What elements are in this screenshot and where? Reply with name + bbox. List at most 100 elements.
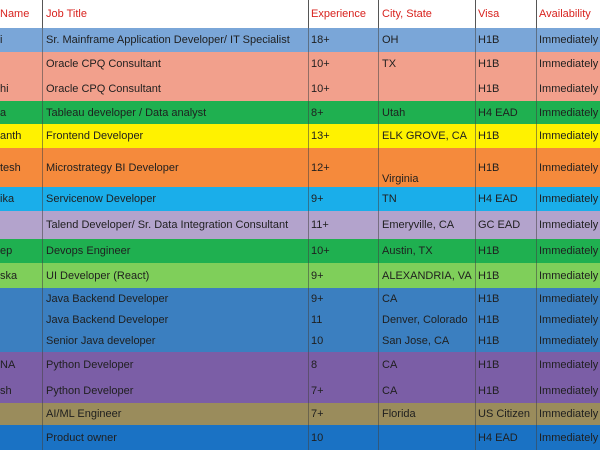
cell-visa[interactable]: H1B: [478, 269, 500, 282]
cell-name[interactable]: i: [0, 34, 3, 46]
cell-city-state[interactable]: TX: [382, 58, 397, 70]
cell-experience[interactable]: 11+: [311, 219, 329, 231]
cell-name[interactable]: ska: [0, 269, 18, 282]
cell-availability[interactable]: Immediately: [539, 431, 599, 444]
cell-city-state[interactable]: Utah: [382, 106, 406, 119]
cell-city-state[interactable]: San Jose, CA: [382, 335, 450, 347]
cell-experience[interactable]: 7+: [311, 408, 324, 420]
cell-name[interactable]: [0, 288, 42, 309]
header-job-title[interactable]: Job Title: [42, 0, 308, 28]
cell-job-title[interactable]: Servicenow Developer: [46, 193, 157, 205]
cell-availability[interactable]: Immediately: [539, 106, 599, 119]
cell-job-title[interactable]: Python Developer: [46, 359, 134, 371]
cell-city-state[interactable]: Florida: [382, 408, 416, 420]
cell-experience[interactable]: 9+: [311, 269, 324, 282]
cell-city-state[interactable]: [378, 425, 475, 450]
cell-name[interactable]: [0, 52, 42, 76]
header-experience[interactable]: Experience: [308, 0, 378, 28]
cell-city-state[interactable]: Virginia: [382, 173, 419, 185]
cell-city-state[interactable]: Austin, TX: [382, 245, 433, 257]
cell-visa[interactable]: H4 EAD: [478, 431, 518, 444]
cell-name[interactable]: [0, 211, 42, 239]
cell-city-state[interactable]: ELK GROVE, CA: [382, 130, 467, 142]
cell-name[interactable]: [0, 309, 42, 330]
cell-visa[interactable]: US Citizen: [478, 408, 530, 420]
cell-availability[interactable]: Immediately: [539, 219, 599, 231]
cell-job-title[interactable]: Senior Java developer: [46, 335, 156, 347]
cell-availability[interactable]: Immediately: [539, 193, 599, 205]
cell-job-title[interactable]: Python Developer: [46, 384, 134, 397]
cell-visa[interactable]: H1B: [478, 292, 500, 305]
cell-name[interactable]: hi: [0, 82, 9, 95]
cell-name[interactable]: [0, 403, 42, 425]
cell-experience[interactable]: 7+: [311, 384, 324, 397]
cell-experience[interactable]: 18+: [311, 34, 330, 46]
header-visa[interactable]: Visa: [475, 0, 536, 28]
cell-experience[interactable]: 8+: [311, 106, 324, 119]
header-name[interactable]: Name: [0, 0, 42, 28]
cell-city-state[interactable]: CA: [382, 384, 398, 397]
cell-experience[interactable]: 10+: [311, 58, 330, 70]
cell-city-state[interactable]: Denver, Colorado: [382, 313, 468, 326]
cell-availability[interactable]: Immediately: [539, 359, 599, 371]
cell-experience[interactable]: 9+: [311, 292, 324, 305]
cell-job-title[interactable]: Java Backend Developer: [46, 313, 169, 326]
cell-job-title[interactable]: Oracle CPQ Consultant: [46, 82, 161, 95]
cell-job-title[interactable]: Product owner: [46, 431, 117, 444]
cell-job-title[interactable]: Sr. Mainframe Application Developer/ IT …: [46, 34, 290, 46]
cell-availability[interactable]: Immediately: [539, 335, 599, 347]
cell-experience[interactable]: 10+: [311, 82, 330, 95]
cell-availability[interactable]: Immediately: [539, 34, 599, 46]
cell-job-title[interactable]: Devops Engineer: [46, 245, 131, 257]
cell-experience[interactable]: 9+: [311, 193, 324, 205]
cell-availability[interactable]: Immediately: [539, 269, 599, 282]
cell-visa[interactable]: GC EAD: [478, 219, 521, 231]
cell-availability[interactable]: Immediately: [539, 130, 599, 142]
cell-experience[interactable]: 12+: [311, 161, 330, 174]
cell-job-title[interactable]: UI Developer (React): [46, 269, 150, 282]
cell-availability[interactable]: Immediately: [539, 245, 599, 257]
cell-name[interactable]: ika: [0, 193, 15, 205]
cell-availability[interactable]: Immediately: [539, 313, 599, 326]
cell-name[interactable]: sh: [0, 384, 12, 397]
cell-availability[interactable]: Immediately: [539, 292, 599, 305]
cell-name[interactable]: a: [0, 106, 7, 119]
cell-visa[interactable]: H1B: [478, 161, 500, 174]
header-availability[interactable]: Availability: [536, 0, 600, 28]
cell-city-state[interactable]: TN: [382, 193, 397, 205]
cell-job-title[interactable]: Frontend Developer: [46, 130, 144, 142]
cell-availability[interactable]: Immediately: [539, 161, 599, 174]
cell-visa[interactable]: H1B: [478, 245, 500, 257]
cell-experience[interactable]: 10: [311, 335, 324, 347]
cell-availability[interactable]: Immediately: [539, 384, 599, 397]
cell-city-state[interactable]: Emeryville, CA: [382, 219, 455, 231]
cell-availability[interactable]: Immediately: [539, 82, 599, 95]
cell-city-state[interactable]: ALEXANDRIA, VA: [382, 269, 472, 282]
cell-visa[interactable]: H1B: [478, 335, 500, 347]
cell-visa[interactable]: H1B: [478, 82, 500, 95]
cell-visa[interactable]: H1B: [478, 130, 500, 142]
cell-name[interactable]: tesh: [0, 161, 21, 174]
cell-name[interactable]: anth: [0, 130, 22, 142]
cell-visa[interactable]: H4 EAD: [478, 193, 518, 205]
cell-experience[interactable]: 10+: [311, 245, 330, 257]
cell-visa[interactable]: H1B: [478, 34, 500, 46]
cell-visa[interactable]: H1B: [478, 58, 500, 70]
cell-job-title[interactable]: Microstrategy BI Developer: [46, 161, 179, 174]
cell-experience[interactable]: 13+: [311, 130, 330, 142]
cell-city-state[interactable]: [378, 76, 475, 101]
cell-job-title[interactable]: Talend Developer/ Sr. Data Integration C…: [46, 219, 289, 231]
cell-experience[interactable]: 11: [311, 313, 323, 326]
cell-name[interactable]: [0, 425, 42, 450]
cell-job-title[interactable]: Oracle CPQ Consultant: [46, 58, 161, 70]
cell-name[interactable]: NA: [0, 359, 16, 371]
cell-experience[interactable]: 10: [311, 431, 324, 444]
cell-city-state[interactable]: CA: [382, 359, 398, 371]
cell-name[interactable]: [0, 330, 42, 352]
cell-city-state[interactable]: OH: [382, 34, 399, 46]
cell-visa[interactable]: H1B: [478, 313, 500, 326]
cell-experience[interactable]: 8: [311, 359, 318, 371]
cell-city-state[interactable]: CA: [382, 292, 398, 305]
cell-name[interactable]: ep: [0, 245, 13, 257]
cell-job-title[interactable]: AI/ML Engineer: [46, 408, 122, 420]
